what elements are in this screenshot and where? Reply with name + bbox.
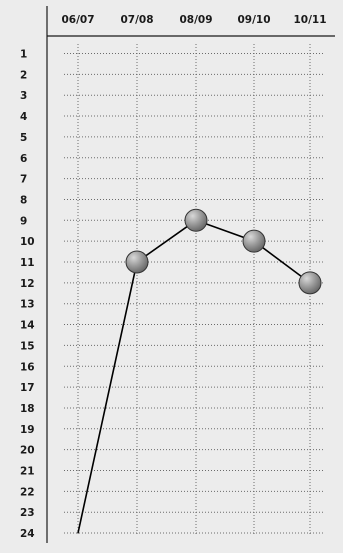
x-tick-label: 08/09 (179, 14, 212, 26)
y-tick-label: 3 (20, 90, 27, 102)
y-tick-label: 21 (20, 466, 35, 478)
y-tick-label: 11 (20, 257, 35, 269)
y-tick-label: 4 (20, 111, 27, 123)
y-tick-label: 7 (20, 174, 27, 186)
x-tick-labels: 06/07 07/08 08/09 09/10 10/11 (61, 14, 326, 26)
y-tick-label: 2 (20, 69, 27, 81)
y-tick-label: 23 (20, 507, 35, 519)
series-line (77, 219, 311, 534)
axes (46, 6, 335, 543)
y-tick-label: 8 (20, 194, 27, 206)
y-tick-label: 10 (20, 236, 35, 248)
y-tick-label: 24 (20, 528, 35, 540)
y-tick-label: 12 (20, 278, 35, 290)
data-point (298, 271, 322, 295)
x-tick-label: 06/07 (61, 14, 94, 26)
series (77, 208, 322, 534)
y-tick-label: 1 (20, 49, 27, 61)
data-point (125, 250, 149, 274)
x-tick-label: 07/08 (120, 14, 153, 26)
x-tick-label: 10/11 (293, 14, 326, 26)
y-tick-label: 14 (20, 320, 35, 332)
y-tick-label: 18 (20, 403, 35, 415)
y-tick-label: 17 (20, 382, 35, 394)
y-tick-label: 6 (20, 153, 27, 165)
grid (64, 44, 325, 536)
y-tick-label: 22 (20, 486, 35, 498)
data-point (242, 229, 266, 253)
y-tick-label: 16 (20, 361, 35, 373)
y-tick-label: 20 (20, 445, 35, 457)
x-tick-label: 09/10 (237, 14, 270, 26)
y-tick-label: 9 (20, 215, 27, 227)
y-tick-label: 19 (20, 424, 35, 436)
y-tick-label: 5 (20, 132, 27, 144)
data-point (184, 208, 208, 232)
y-tick-label: 13 (20, 299, 35, 311)
y-tick-label: 15 (20, 340, 35, 352)
